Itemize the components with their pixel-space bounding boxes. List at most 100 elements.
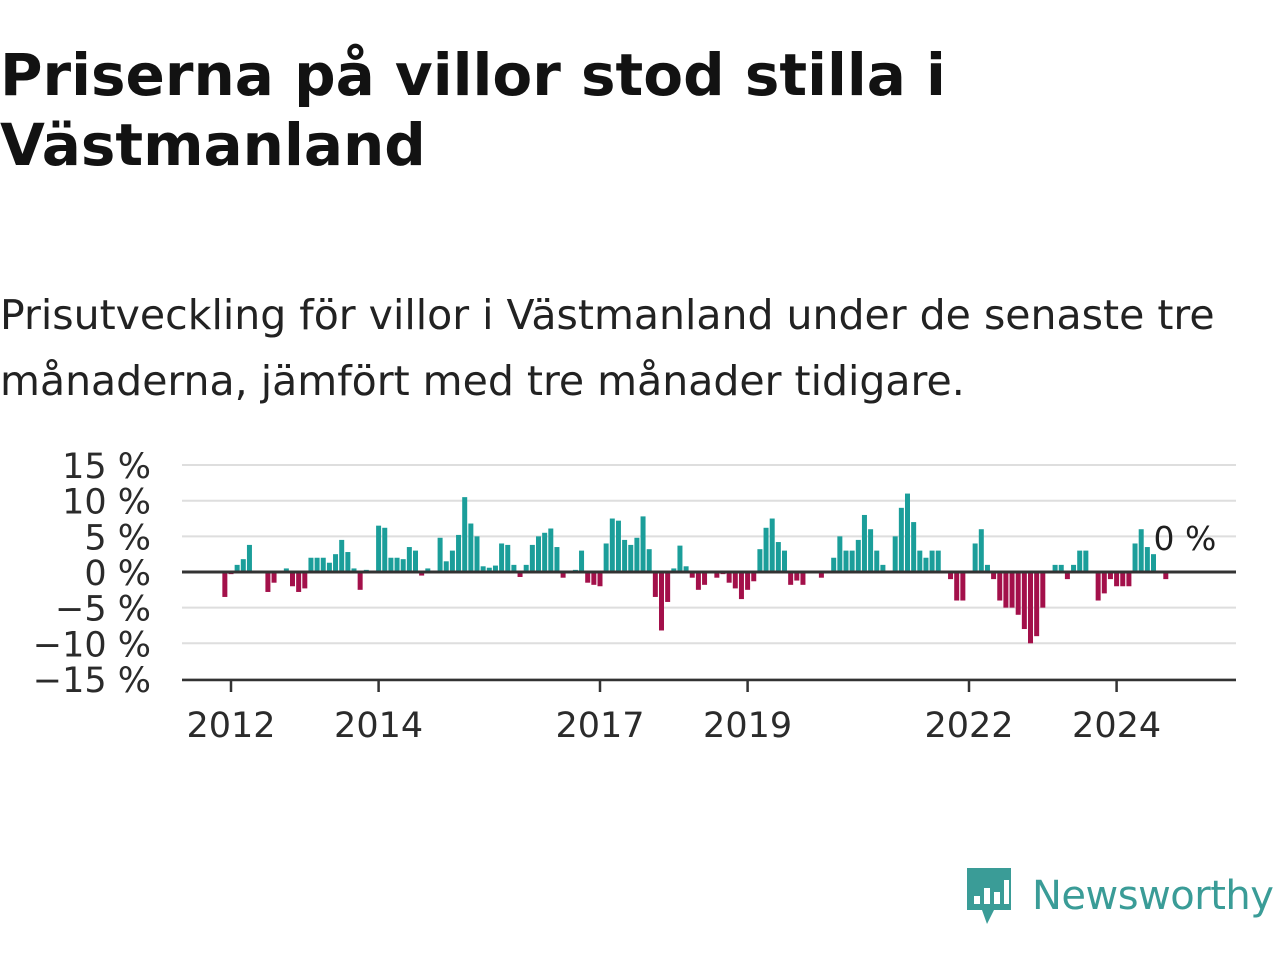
bar: [1107, 572, 1113, 580]
bar: [905, 493, 910, 572]
bar: [615, 520, 621, 572]
page-subtitle: Prisutveckling för villor i Västmanland …: [0, 291, 1215, 405]
bar: [413, 550, 418, 572]
bar: [1021, 572, 1027, 630]
bar: [296, 572, 302, 592]
bar: [480, 566, 486, 572]
bar: [376, 525, 382, 572]
x-tick-label: 2019: [703, 706, 792, 746]
bar: [1151, 554, 1156, 572]
bar: [849, 550, 855, 572]
bar: [794, 572, 800, 581]
bar: [474, 536, 480, 572]
bar: [492, 565, 498, 572]
bar: [960, 572, 966, 601]
bar: [357, 572, 363, 590]
bar: [603, 543, 609, 572]
bar: [517, 572, 523, 577]
bar: [683, 566, 689, 572]
bar: [320, 557, 326, 572]
bar: [972, 543, 978, 572]
y-tick-label: −10 %: [33, 625, 151, 665]
x-tick-label: 2014: [334, 706, 423, 746]
bar: [738, 572, 744, 600]
bar: [1052, 564, 1058, 572]
bar: [486, 567, 492, 572]
x-tick-label: 2024: [1072, 706, 1161, 746]
bar: [382, 527, 388, 572]
bar: [419, 572, 425, 576]
bar: [954, 572, 960, 601]
bar: [948, 572, 954, 580]
bar: [283, 568, 289, 572]
bar: [339, 539, 345, 572]
bar: [1114, 572, 1120, 587]
bar: [861, 514, 867, 572]
bar: [443, 561, 449, 573]
bar: [622, 539, 628, 572]
bar: [695, 572, 701, 590]
bar: [782, 550, 787, 572]
bar: [265, 572, 271, 592]
bar: [763, 527, 769, 572]
bar: [714, 572, 720, 578]
bar: [929, 550, 935, 572]
bar: [652, 572, 658, 597]
bar: [462, 497, 468, 572]
bar: [579, 550, 585, 572]
bar: [911, 522, 917, 572]
bar: [659, 572, 664, 631]
bar: [394, 557, 400, 572]
newsworthy-logo[interactable]: Newsworthy: [964, 866, 1274, 926]
bar: [437, 537, 443, 572]
bar: [745, 572, 751, 590]
bar: [1003, 572, 1009, 608]
bar: [425, 568, 431, 572]
bar: [246, 544, 252, 572]
bar: [271, 572, 277, 583]
y-tick-label: 10 %: [62, 483, 151, 523]
bar: [1034, 572, 1040, 637]
bar: [923, 557, 929, 572]
bar: [351, 568, 357, 572]
bar: [333, 554, 339, 572]
bar: [726, 572, 732, 583]
bar: [314, 557, 320, 572]
bar: [1144, 547, 1150, 572]
y-tick-label: 15 %: [62, 447, 151, 487]
bar: [874, 550, 880, 572]
bar: [978, 529, 984, 572]
bar: [665, 572, 671, 602]
bar: [898, 507, 904, 572]
bar: [757, 549, 763, 572]
bar: [1028, 572, 1033, 644]
bar: [1071, 564, 1077, 572]
bar: [406, 547, 412, 572]
bar: [1163, 572, 1169, 580]
bar: [751, 572, 757, 582]
bar: [308, 557, 314, 572]
bar: [634, 537, 640, 572]
y-tick-label: 5 %: [84, 518, 151, 558]
bar: [769, 518, 775, 573]
bar: [1120, 572, 1126, 587]
bar: [326, 562, 332, 572]
bar: [597, 572, 603, 587]
bar: [1095, 572, 1101, 601]
bar: [868, 529, 874, 572]
bar: [880, 564, 886, 572]
bar-chart: 15 %10 %5 %0 %−5 %−10 %−15 %2012 2014 2017…: [33, 447, 1236, 746]
bar: [1138, 529, 1144, 572]
bar: [400, 559, 406, 572]
bar: [646, 549, 652, 572]
y-tick-label: 0 %: [84, 554, 151, 594]
bar: [689, 572, 695, 578]
bar: [529, 544, 535, 572]
y-tick-label: −15 %: [33, 661, 151, 701]
bar: [775, 542, 781, 572]
bar: [1064, 572, 1070, 580]
bar: [542, 532, 548, 572]
bar: [1009, 572, 1015, 608]
bar: [1126, 572, 1132, 587]
bar: [732, 572, 738, 589]
